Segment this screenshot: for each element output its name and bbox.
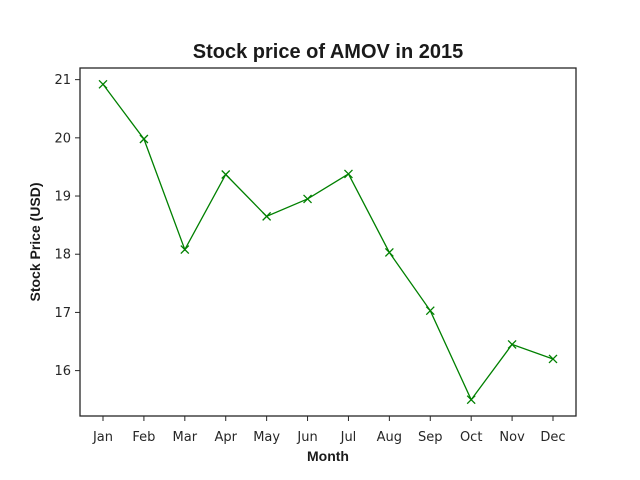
data-point-marker	[180, 245, 190, 255]
data-point-marker	[548, 354, 558, 364]
y-tick-label: 17	[54, 306, 71, 321]
data-point-marker	[425, 306, 435, 316]
y-axis: 16 17 18 19 20 21	[54, 73, 80, 379]
data-point-marker	[343, 169, 353, 179]
data-point-marker	[98, 79, 108, 89]
x-tick-label: Feb	[132, 430, 155, 445]
data-point-marker	[466, 395, 476, 405]
series-line	[102, 83, 554, 401]
data-point-marker	[507, 339, 517, 349]
x-axis-label: Month	[307, 448, 349, 464]
x-tick-label: Oct	[460, 430, 482, 445]
x-axis: Jan Feb Mar Apr May Jun Jul Aug Sep Oct Nov Dec	[92, 416, 566, 445]
x-tick-label: Mar	[173, 430, 198, 445]
y-axis-label: Stock Price (USD)	[27, 182, 43, 301]
data-point-marker	[262, 211, 272, 221]
series-layer	[98, 79, 558, 405]
x-tick-label: Apr	[214, 430, 237, 445]
x-tick-label: Aug	[377, 430, 402, 445]
y-tick-label: 20	[54, 131, 71, 146]
x-tick-label: Sep	[418, 430, 443, 445]
x-tick-label: Dec	[540, 430, 565, 445]
plot-frame	[79, 67, 577, 417]
x-tick-label: Nov	[499, 430, 525, 445]
x-tick-label: Jul	[340, 430, 357, 445]
x-tick-label: May	[253, 430, 280, 445]
y-tick-label: 19	[54, 190, 71, 205]
data-point-marker	[303, 194, 313, 204]
data-point-marker	[221, 170, 231, 179]
y-tick-label: 18	[54, 248, 71, 263]
data-point-marker	[384, 248, 394, 257]
chart-title: Stock price of AMOV in 2015	[193, 41, 463, 63]
y-tick-label: 16	[54, 364, 71, 379]
x-tick-label: Jan	[92, 430, 113, 445]
x-tick-label: Jun	[296, 430, 317, 445]
data-point-marker	[139, 134, 149, 144]
y-tick-label: 21	[54, 73, 71, 88]
